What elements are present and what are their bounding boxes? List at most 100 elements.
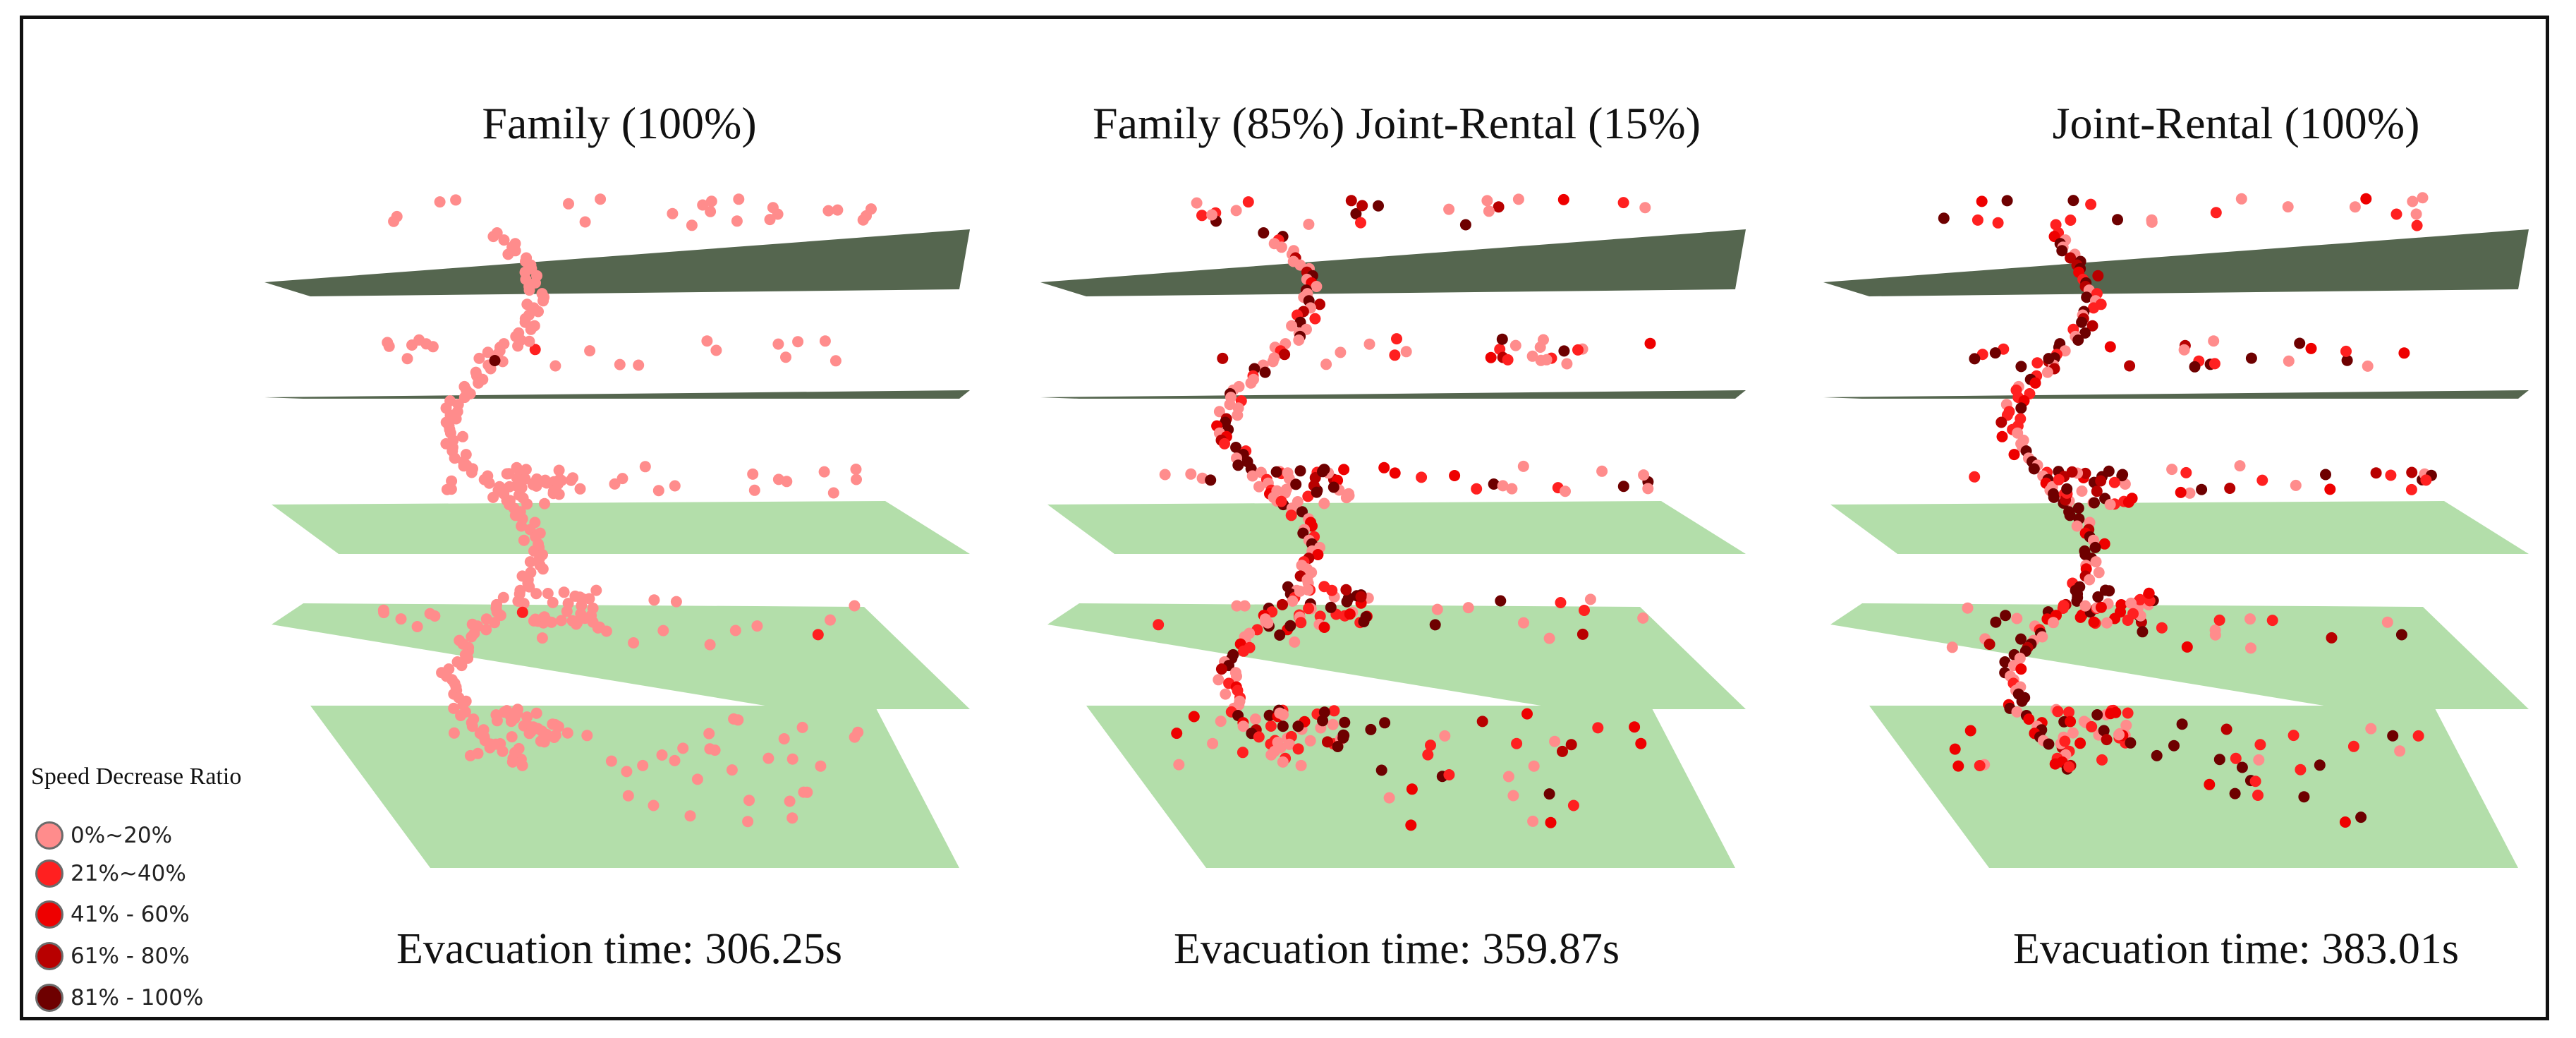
floor-3: [1830, 501, 2529, 554]
evacuee-dot: [2339, 816, 2351, 828]
evacuee-dot: [2394, 745, 2406, 757]
evacuee-dot: [1949, 743, 1961, 755]
panel-1-building: [265, 193, 970, 868]
evacuee-dot: [1303, 603, 1315, 615]
evacuee-dot: [2196, 483, 2208, 495]
evacuee-dot: [2213, 614, 2225, 626]
panel-2-title: Family (85%) Joint-Rental (15%): [1092, 98, 1701, 148]
evacuee-dot: [2143, 587, 2155, 599]
evacuee-dot: [2134, 593, 2146, 605]
evacuee-dot: [850, 464, 862, 475]
evacuee-dot: [670, 596, 682, 608]
evacuee-dot: [487, 491, 499, 503]
evacuee-dot: [574, 591, 586, 603]
evacuee-dot: [2168, 740, 2180, 752]
evacuee-dot: [2015, 402, 2027, 414]
evacuee-dot: [2015, 663, 2027, 675]
evacuee-dot: [786, 753, 798, 765]
evacuee-dot: [2290, 479, 2302, 491]
legend-label: 61% - 80%: [71, 943, 190, 969]
evacuee-dot: [581, 730, 593, 742]
evacuee-dot: [1314, 298, 1325, 310]
legend-item: 81% - 100%: [35, 980, 203, 1015]
evacuee-dot: [1282, 467, 1294, 479]
evacuee-dot: [2105, 708, 2117, 720]
evacuee-dot: [2015, 633, 2027, 645]
evacuee-dot: [2405, 483, 2417, 495]
evacuee-dot: [1355, 591, 1367, 603]
evacuee-dot: [1557, 745, 1568, 757]
evacuee-dot: [561, 605, 573, 617]
evacuee-dot: [1309, 313, 1321, 325]
evacuee-dot: [1318, 497, 1330, 509]
evacuee-dot: [1969, 353, 1981, 365]
evacuee-dot: [2420, 474, 2432, 486]
evacuee-dot: [1502, 354, 1514, 366]
evacuee-dot: [2043, 353, 2055, 365]
evacuee-dot: [2298, 791, 2310, 803]
evacuee-dot: [2230, 752, 2242, 764]
floor-2: [1047, 603, 1746, 709]
evacuee-dot: [1389, 467, 1401, 479]
evacuee-dot: [2076, 316, 2088, 328]
evacuee-dot: [1277, 720, 1289, 732]
evacuee-dot: [1526, 350, 1538, 362]
evacuee-dot: [482, 346, 494, 358]
evacuee-dot: [584, 345, 596, 357]
evacuee-dot: [518, 534, 530, 546]
evacuee-dot: [2254, 739, 2266, 751]
evacuee-dot: [1242, 196, 1254, 208]
evacuee-dot: [1232, 459, 1244, 471]
evacuee-dot: [669, 754, 681, 766]
evacuee-dot: [1196, 210, 1208, 222]
evacuee-dot: [1952, 760, 1964, 772]
evacuee-dot: [1188, 711, 1200, 723]
evacuee-dot: [1356, 200, 1368, 212]
evacuee-dot: [2059, 735, 2071, 747]
panel-2-building: [1040, 193, 1746, 868]
evacuee-dot: [2084, 574, 2096, 586]
evacuee-dot: [710, 344, 722, 356]
evacuee-dot: [1279, 349, 1291, 361]
evacuee-dot: [536, 632, 548, 644]
evacuee-dot: [506, 731, 518, 743]
evacuee-dot: [684, 810, 696, 822]
evacuee-dot: [539, 497, 550, 509]
evacuee-dot: [1995, 416, 2007, 428]
evacuee-dot: [1511, 737, 1523, 749]
evacuee-dot: [1272, 737, 1284, 748]
evacuee-dot: [2282, 201, 2294, 213]
evacuee-dot: [733, 193, 745, 205]
evacuee-dot: [728, 713, 740, 725]
evacuee-dot: [812, 629, 824, 641]
legend-swatch-1: [35, 859, 63, 888]
evacuee-dot: [2091, 709, 2103, 720]
evacuee-dot: [1596, 465, 1608, 477]
legend-swatch-4: [35, 984, 63, 1012]
evacuee-dot: [2098, 538, 2110, 550]
evacuee-dot: [2305, 342, 2317, 354]
evacuee-dot: [377, 604, 389, 616]
floor-5: [1040, 229, 1746, 296]
evacuee-dot: [605, 755, 617, 767]
evacuee-dot: [1215, 663, 1227, 675]
evacuee-dot: [1231, 670, 1242, 682]
evacuee-dot: [747, 468, 759, 480]
evacuee-dot: [1999, 656, 2011, 668]
legend-swatch-0: [35, 821, 63, 850]
evacuee-dot: [1215, 716, 1227, 728]
floor-4: [265, 390, 970, 399]
evacuee-dot: [590, 584, 602, 596]
evacuee-dot: [388, 215, 400, 227]
evacuee-dot: [455, 710, 467, 721]
evacuee-dot: [395, 613, 407, 625]
evacuee-dot: [2295, 764, 2307, 776]
evacuee-dot: [1253, 731, 1265, 743]
evacuee-dot: [657, 624, 669, 636]
evacuee-dot: [1527, 815, 1539, 827]
evacuee-dot: [1230, 205, 1242, 217]
evacuee-dot: [781, 476, 793, 488]
evacuee-dot: [523, 335, 535, 347]
evacuee-dot: [2061, 483, 2073, 495]
evacuee-dot: [595, 193, 607, 205]
